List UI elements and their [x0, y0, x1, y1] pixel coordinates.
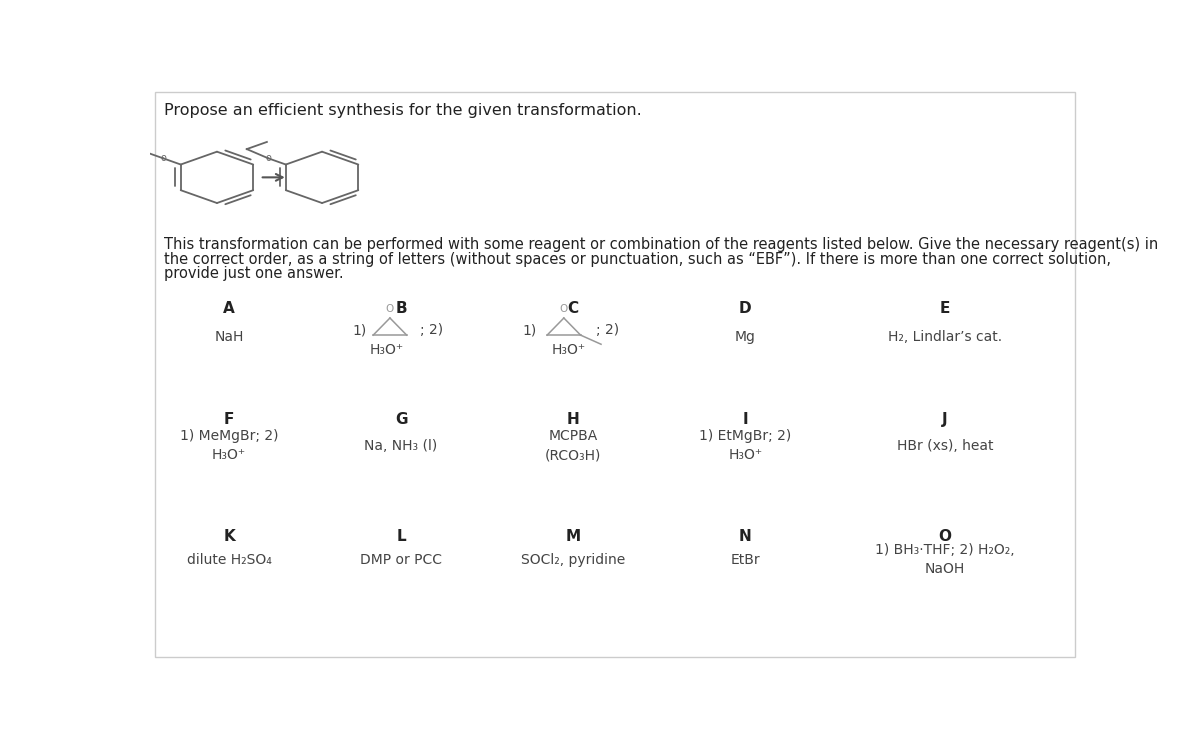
Text: I: I — [743, 412, 748, 428]
Text: ; 2): ; 2) — [596, 323, 619, 337]
Text: O: O — [938, 529, 952, 545]
Text: This transformation can be performed with some reagent or combination of the rea: This transformation can be performed wit… — [164, 237, 1158, 252]
Text: O: O — [386, 304, 394, 314]
Text: A: A — [223, 301, 235, 316]
Text: 1) BH₃·THF; 2) H₂O₂,
NaOH: 1) BH₃·THF; 2) H₂O₂, NaOH — [875, 543, 1015, 576]
Text: H: H — [566, 412, 580, 428]
Text: H₃O⁺: H₃O⁺ — [552, 342, 586, 356]
Text: Propose an efficient synthesis for the given transformation.: Propose an efficient synthesis for the g… — [164, 103, 642, 118]
Text: K: K — [223, 529, 235, 545]
Text: E: E — [940, 301, 950, 316]
Text: provide just one answer.: provide just one answer. — [164, 266, 343, 281]
Text: 1) EtMgBr; 2)
H₃O⁺: 1) EtMgBr; 2) H₃O⁺ — [700, 429, 791, 462]
Text: 1): 1) — [522, 323, 536, 337]
Text: N: N — [739, 529, 751, 545]
Text: B: B — [395, 301, 407, 316]
Text: Na, NH₃ (l): Na, NH₃ (l) — [365, 439, 438, 453]
Text: NaH: NaH — [215, 330, 244, 344]
Text: G: G — [395, 412, 407, 428]
Text: O: O — [559, 304, 568, 314]
Text: 1) MeMgBr; 2)
H₃O⁺: 1) MeMgBr; 2) H₃O⁺ — [180, 429, 278, 462]
Text: MCPBA
(RCO₃H): MCPBA (RCO₃H) — [545, 429, 601, 462]
Text: o: o — [160, 153, 166, 163]
Text: H₃O⁺: H₃O⁺ — [370, 342, 404, 356]
Text: F: F — [224, 412, 234, 428]
Text: M: M — [565, 529, 581, 545]
Text: SOCl₂, pyridine: SOCl₂, pyridine — [521, 553, 625, 567]
Text: EtBr: EtBr — [731, 553, 760, 567]
Text: L: L — [396, 529, 406, 545]
Text: C: C — [568, 301, 578, 316]
Text: 1): 1) — [353, 323, 367, 337]
Text: dilute H₂SO₄: dilute H₂SO₄ — [187, 553, 271, 567]
Text: HBr (xs), heat: HBr (xs), heat — [896, 439, 994, 453]
Text: H₂, Lindlar’s cat.: H₂, Lindlar’s cat. — [888, 330, 1002, 344]
Text: Mg: Mg — [734, 330, 756, 344]
Text: the correct order, as a string of letters (without spaces or punctuation, such a: the correct order, as a string of letter… — [164, 251, 1111, 267]
Text: D: D — [739, 301, 751, 316]
Text: o: o — [265, 153, 271, 163]
Text: J: J — [942, 412, 948, 428]
Text: DMP or PCC: DMP or PCC — [360, 553, 442, 567]
Text: ; 2): ; 2) — [420, 323, 443, 337]
